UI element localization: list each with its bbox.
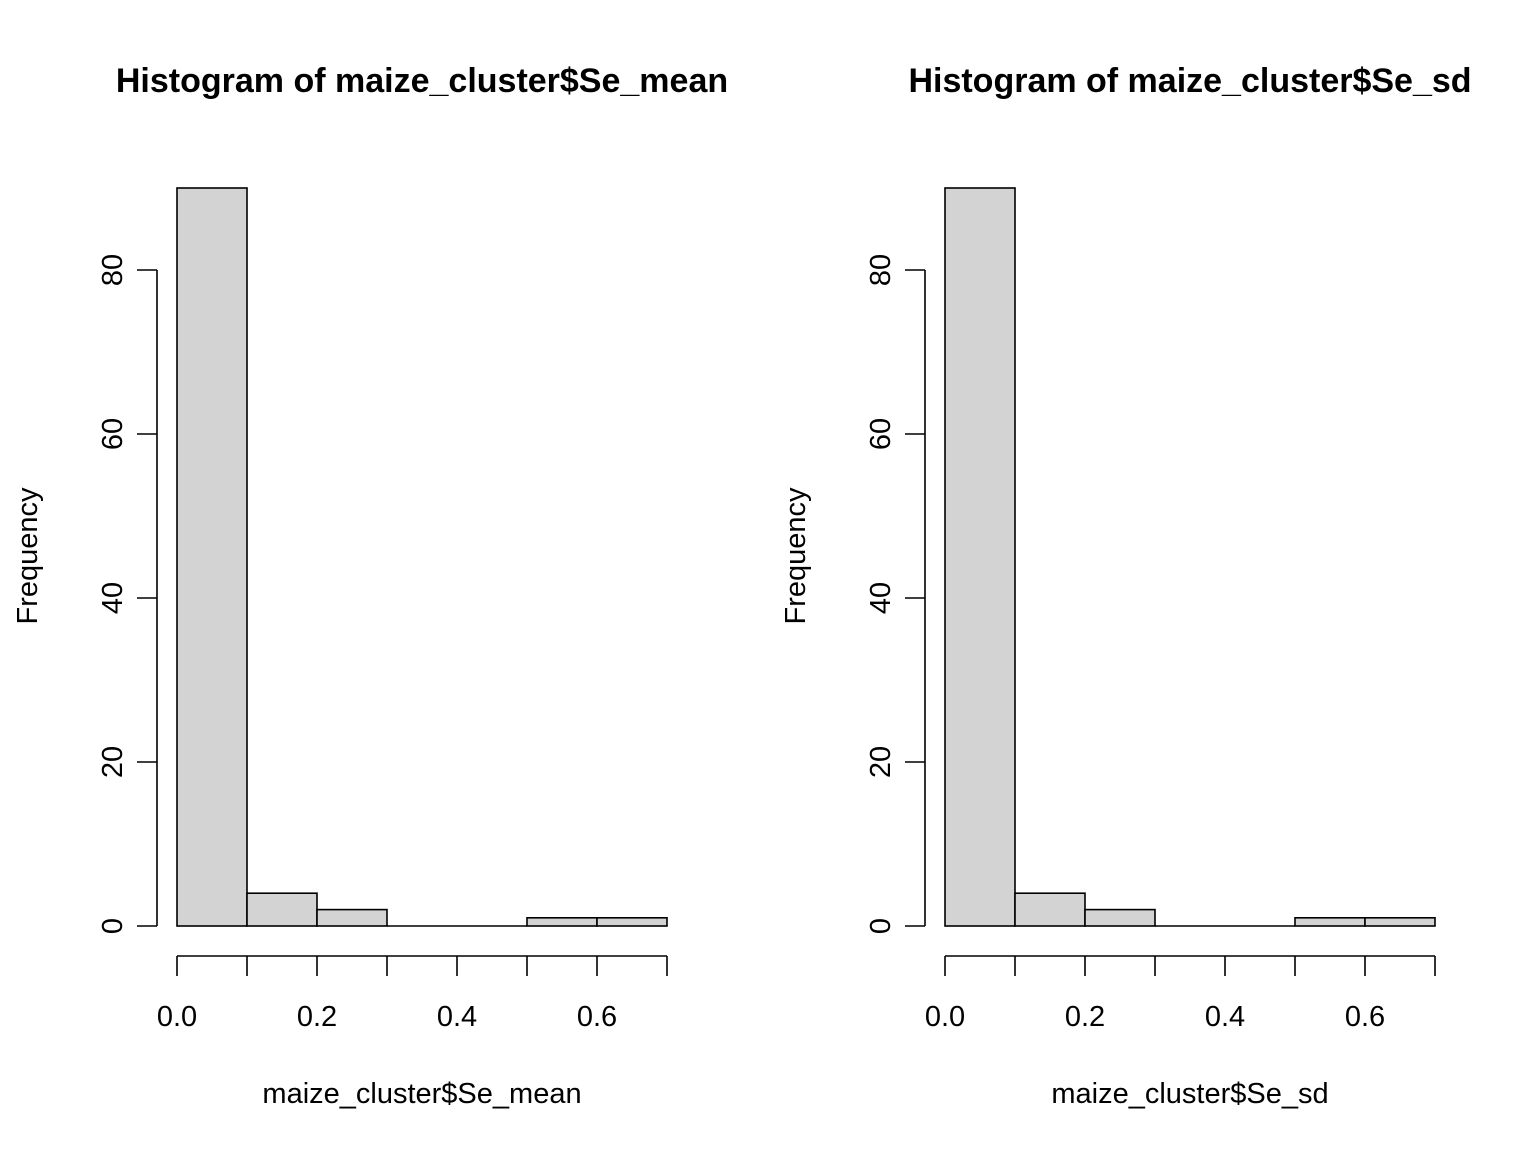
- y-tick-label: 20: [97, 746, 129, 778]
- x-tick-label: 0.0: [925, 1001, 965, 1033]
- y-tick-label: 0: [865, 918, 897, 934]
- y-tick-label: 80: [865, 254, 897, 286]
- histogram-bar: [1084, 908, 1156, 927]
- x-tick-label: 0.2: [1065, 1001, 1105, 1033]
- y-tick-label: 40: [97, 582, 129, 614]
- histogram-panel-se-mean: Histogram of maize_cluster$Se_mean maize…: [12, 62, 728, 1110]
- x-tick-label: 0.6: [1345, 1001, 1385, 1033]
- x-axis: 0.0 0.2 0.4 0.6: [925, 955, 1436, 1033]
- histogram-bar: [596, 916, 668, 927]
- x-tick-label: 0.4: [1205, 1001, 1245, 1033]
- y-axis-label: Frequency: [12, 487, 44, 625]
- histogram-panel-se-sd: Histogram of maize_cluster$Se_sd maize_c…: [780, 62, 1472, 1110]
- x-axis-label: maize_cluster$Se_mean: [262, 1078, 581, 1110]
- x-tick-label: 0.2: [297, 1001, 337, 1033]
- histogram-bars: [944, 187, 1436, 927]
- y-tick-label: 0: [97, 918, 129, 934]
- histogram-bars: [176, 187, 668, 927]
- y-tick-label: 60: [97, 418, 129, 450]
- histogram-bar: [176, 187, 248, 927]
- y-tick-label: 20: [865, 746, 897, 778]
- x-axis-label: maize_cluster$Se_sd: [1051, 1078, 1328, 1110]
- y-axis: 0 20 40 60 80: [97, 254, 158, 934]
- x-tick-label: 0.6: [577, 1001, 617, 1033]
- y-axis: 0 20 40 60 80: [865, 254, 926, 934]
- x-tick-label: 0.4: [437, 1001, 477, 1033]
- histogram-bar: [1364, 916, 1436, 927]
- histogram-bar: [246, 892, 318, 927]
- y-tick-label: 80: [97, 254, 129, 286]
- histogram-bar: [1014, 892, 1086, 927]
- chart-title: Histogram of maize_cluster$Se_sd: [908, 62, 1471, 100]
- chart-title: Histogram of maize_cluster$Se_mean: [116, 62, 728, 100]
- histogram-bar: [526, 916, 598, 927]
- x-tick-label: 0.0: [157, 1001, 197, 1033]
- y-tick-label: 60: [865, 418, 897, 450]
- y-axis-label: Frequency: [780, 487, 812, 625]
- histogram-bar: [1294, 916, 1366, 927]
- y-tick-label: 40: [865, 582, 897, 614]
- histogram-bar: [944, 187, 1016, 927]
- histogram-bar: [316, 908, 388, 927]
- x-axis: 0.0 0.2 0.4 0.6: [157, 955, 668, 1033]
